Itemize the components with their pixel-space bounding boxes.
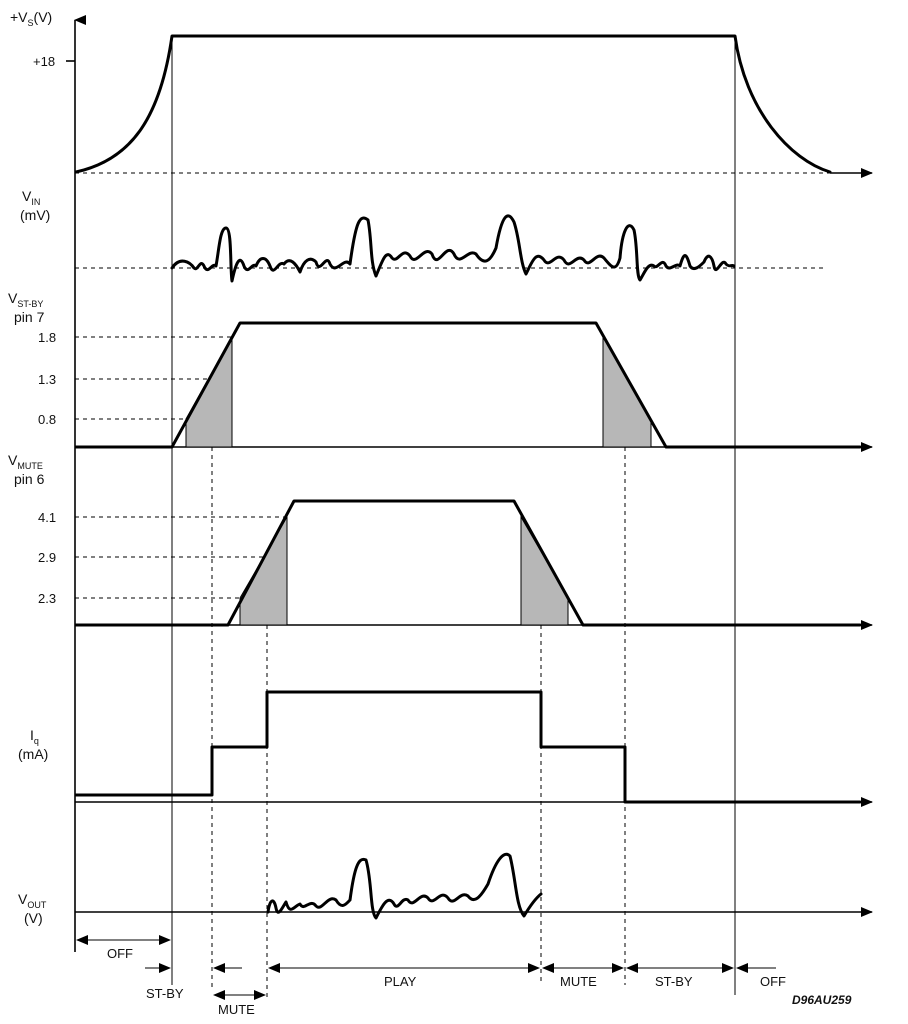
vstby-panel: VST-BY pin 7 1.8 1.3 0.8 — [8, 290, 873, 452]
svg-text:1.8: 1.8 — [38, 330, 56, 345]
svg-text:1.3: 1.3 — [38, 372, 56, 387]
vstby-trace — [74, 321, 862, 449]
svg-text:Iq: Iq — [30, 727, 39, 746]
vin-panel: VIN (mV) — [20, 188, 825, 283]
phase-stby-2: ST-BY — [655, 974, 693, 989]
phase-arrows — [76, 935, 776, 1000]
phase-mute-1: MUTE — [218, 1002, 255, 1017]
svg-text:(V): (V) — [24, 910, 43, 926]
vs-panel: +VS(V) +18 — [10, 9, 873, 178]
vin-trace — [170, 214, 736, 283]
svg-text:2.3: 2.3 — [38, 591, 56, 606]
phase-off-2: OFF — [760, 974, 786, 989]
phase-off-1: OFF — [107, 946, 133, 961]
vmute-panel: VMUTE pin 6 4.1 2.9 2.3 — [8, 452, 873, 630]
svg-text:4.1: 4.1 — [38, 510, 56, 525]
svg-text:+VS(V): +VS(V) — [10, 9, 52, 28]
svg-text:pin 6: pin 6 — [14, 471, 45, 487]
svg-text:2.9: 2.9 — [38, 550, 56, 565]
svg-text:VIN: VIN — [22, 188, 40, 207]
phase-play: PLAY — [384, 974, 417, 989]
figure-code: D96AU259 — [792, 993, 852, 1007]
vout-panel: VOUT (V) — [18, 852, 873, 926]
iq-panel: Iq (mA) — [18, 690, 873, 807]
vmute-trace — [74, 499, 862, 627]
svg-text:VST-BY: VST-BY — [8, 290, 43, 309]
svg-text:VOUT: VOUT — [18, 891, 47, 910]
vout-trace — [266, 852, 543, 920]
svg-text:+18: +18 — [33, 54, 55, 69]
svg-text:pin 7: pin 7 — [14, 309, 45, 325]
svg-text:(mA): (mA) — [18, 746, 48, 762]
phase-stby-1: ST-BY — [146, 986, 184, 1001]
iq-trace — [74, 690, 862, 804]
svg-text:VMUTE: VMUTE — [8, 452, 43, 471]
phase-mute-2: MUTE — [560, 974, 597, 989]
event-lines — [171, 36, 736, 1000]
svg-text:(mV): (mV) — [20, 207, 50, 223]
svg-text:0.8: 0.8 — [38, 412, 56, 427]
vs-trace — [74, 34, 832, 174]
